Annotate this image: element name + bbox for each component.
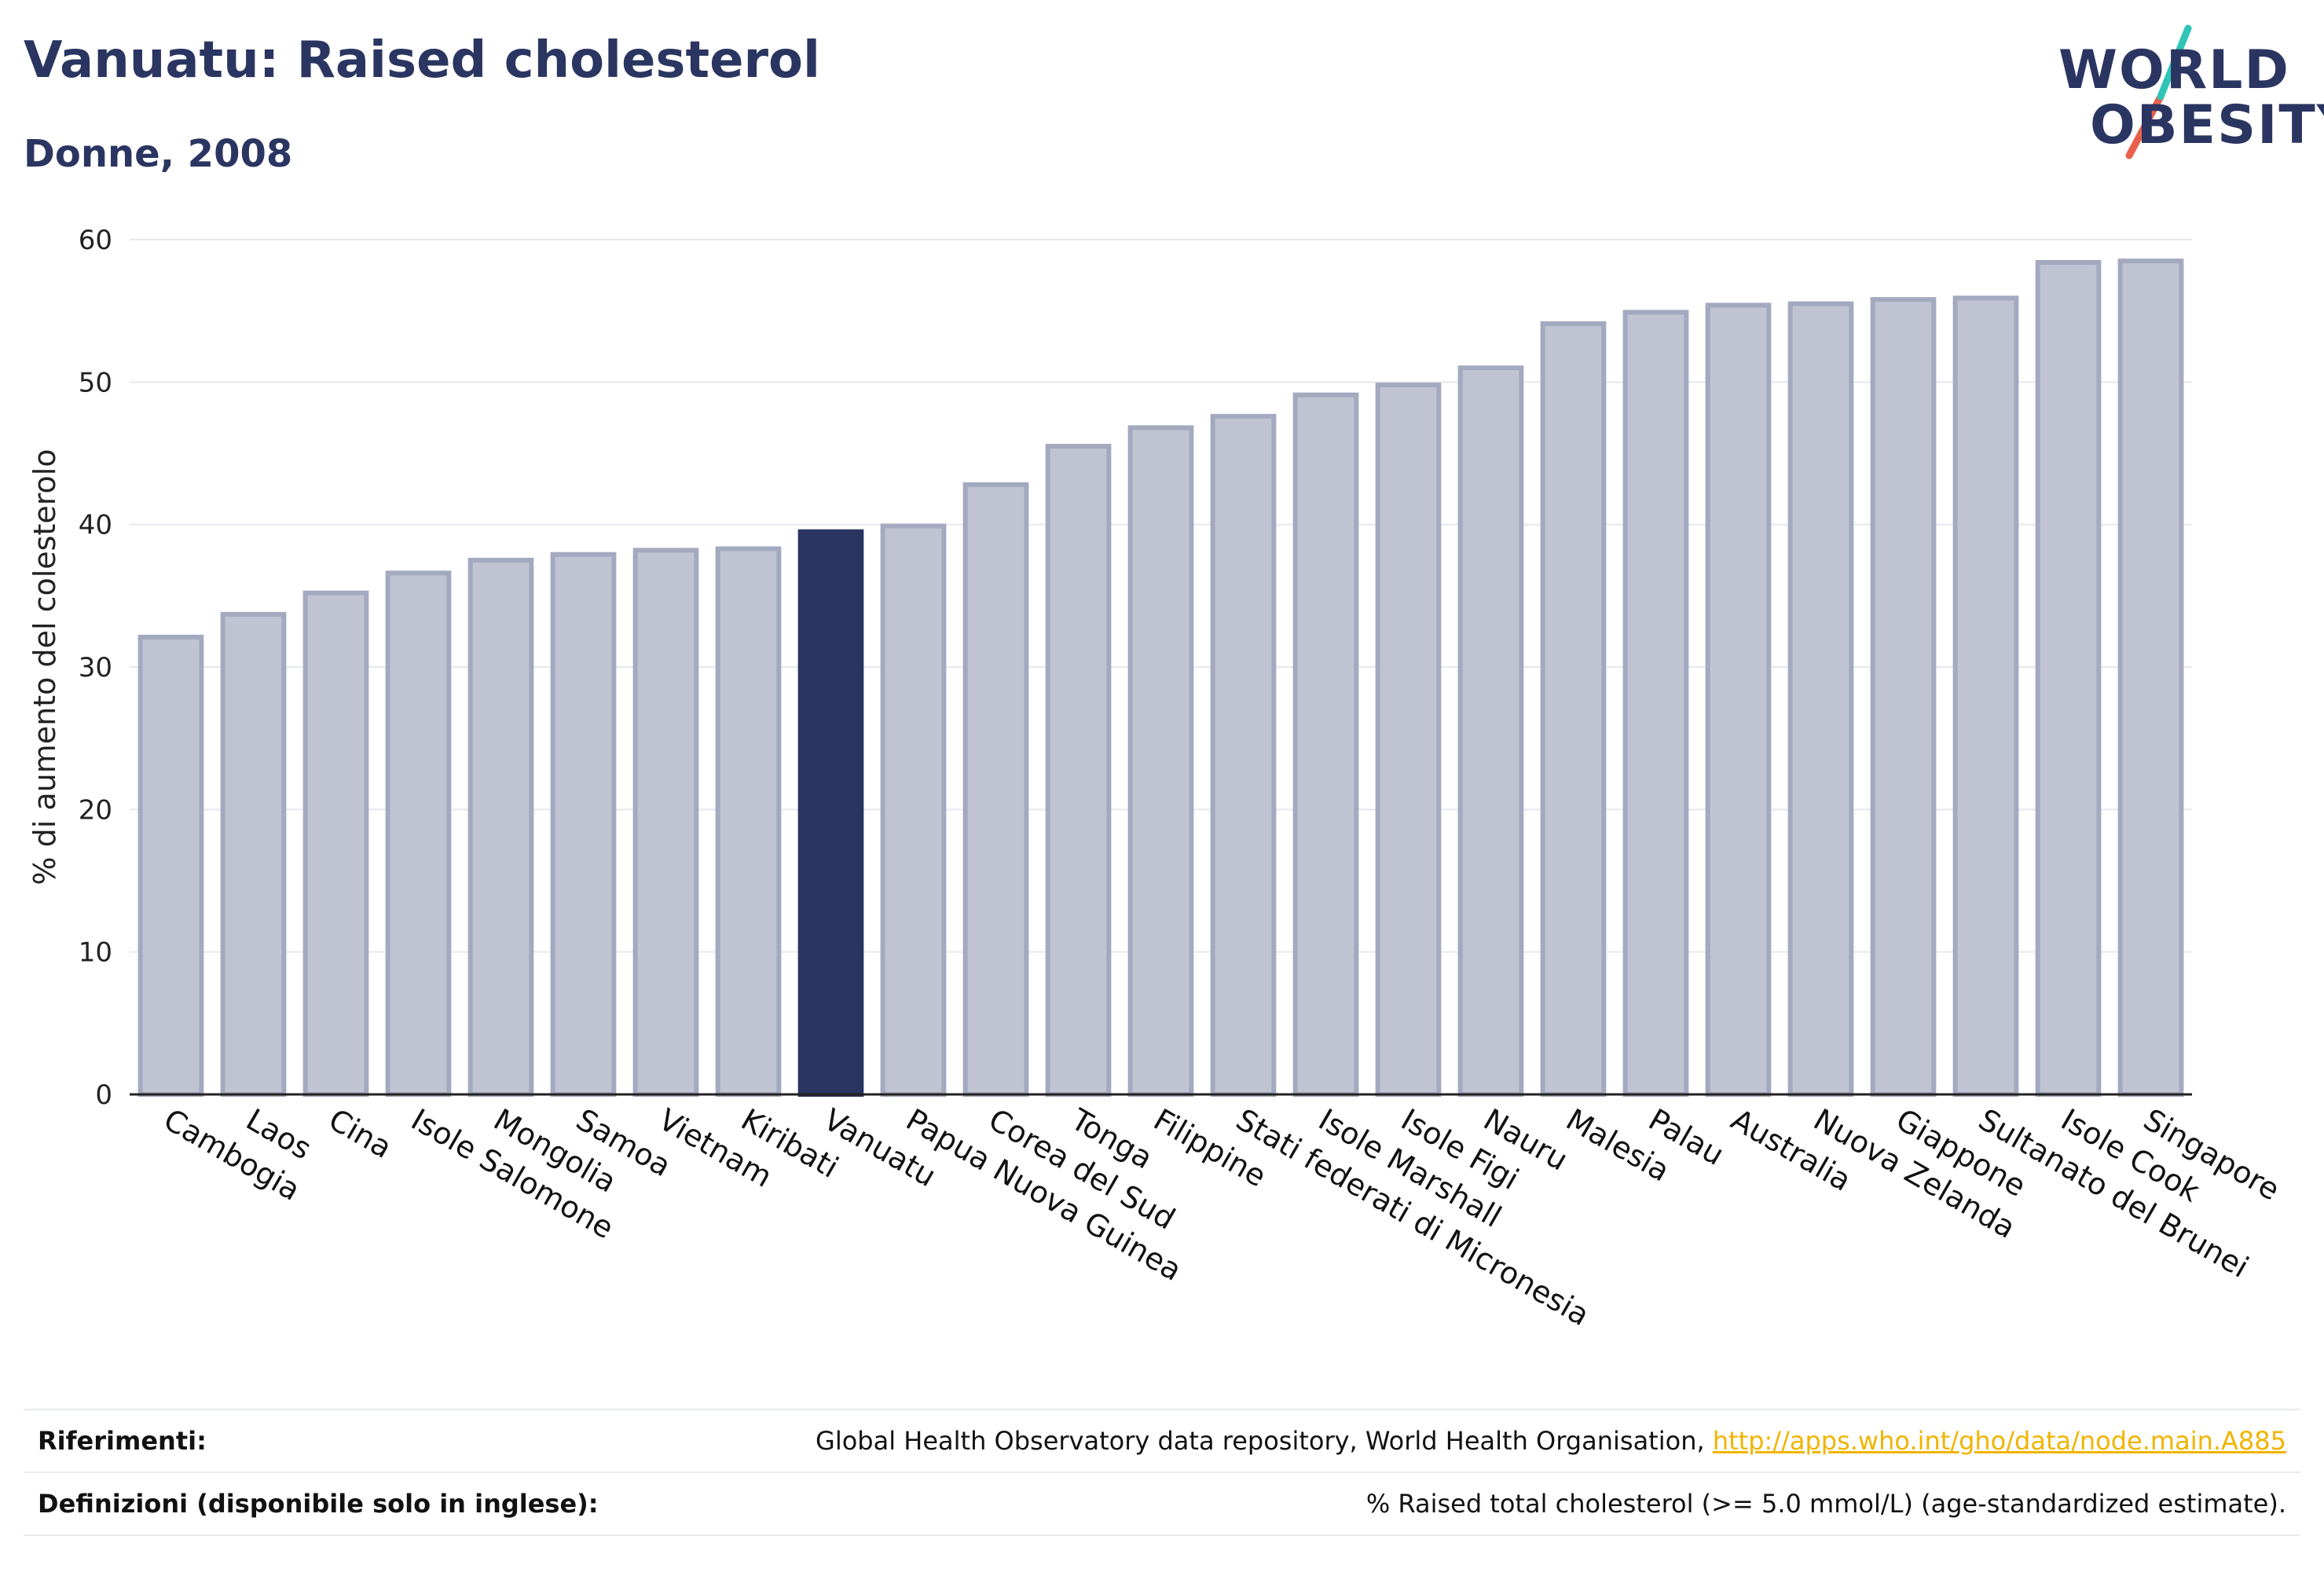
bar <box>1952 295 2019 1097</box>
definitions-row: Definizioni (disponibile solo in inglese… <box>24 1489 2300 1520</box>
bar <box>1787 301 1854 1098</box>
y-axis-label: % di aumento del colesterolo <box>27 449 62 885</box>
x-tick-label: Cina <box>323 1102 398 1165</box>
bar <box>302 590 369 1097</box>
bar <box>797 529 864 1097</box>
references-link[interactable]: http://apps.who.int/gho/data/node.main.A… <box>1712 1426 2286 1456</box>
logo-slash-icon <box>2125 24 2192 159</box>
logo-text-world: WORLD <box>2058 39 2290 101</box>
world-obesity-logo: WORLD OBESITY <box>2043 22 2324 171</box>
bar-chart: 0 10 20 30 40 50 60 % di aumento del colesterol… <box>27 225 2286 1332</box>
footer-divider-top <box>24 1409 2300 1410</box>
references-value: Global Health Observatory data repositor… <box>816 1426 2286 1456</box>
chart-subtitle: Donne, 2008 <box>24 132 293 176</box>
bar <box>220 611 287 1097</box>
footer-divider-bottom <box>24 1534 2300 1536</box>
bar <box>1457 365 1524 1097</box>
references-row: Riferimenti: Global Health Observatory d… <box>24 1426 2300 1457</box>
bar <box>880 523 947 1097</box>
definitions-text: % Raised total cholesterol (>= 5.0 mmol/… <box>1365 1489 2286 1519</box>
y-tick-label: 40 <box>79 510 112 541</box>
bar <box>632 548 699 1097</box>
bar <box>1705 302 1772 1097</box>
bar <box>2117 258 2184 1098</box>
y-tick-label: 30 <box>79 652 112 684</box>
references-label: Riferimenti: <box>38 1426 207 1456</box>
y-tick-label: 0 <box>95 1079 112 1111</box>
bar <box>2035 260 2102 1098</box>
y-tick-label: 10 <box>79 937 112 969</box>
bar <box>1127 425 1194 1097</box>
chart-title: Vanuatu: Raised cholesterol <box>24 31 820 90</box>
bar <box>1622 310 1689 1098</box>
bar <box>467 558 534 1097</box>
references-text: Global Health Observatory data repositor… <box>816 1426 1713 1456</box>
bar <box>550 552 617 1097</box>
bar <box>1375 382 1442 1097</box>
bar <box>1210 413 1277 1097</box>
bar <box>1292 392 1359 1097</box>
footer-divider-middle <box>24 1472 2300 1473</box>
definitions-label: Definizioni (disponibile solo in inglese… <box>38 1489 599 1519</box>
bar <box>1540 321 1607 1097</box>
bar <box>715 546 782 1097</box>
logo-text-obesity: OBESITY <box>2090 94 2324 156</box>
bar <box>385 570 452 1097</box>
bar <box>962 482 1029 1097</box>
bar <box>1870 297 1937 1098</box>
y-tick-label: 20 <box>79 794 112 826</box>
y-tick-label: 50 <box>79 367 112 398</box>
bar <box>137 634 204 1097</box>
y-tick-label: 60 <box>79 225 112 256</box>
bar <box>1045 443 1112 1097</box>
